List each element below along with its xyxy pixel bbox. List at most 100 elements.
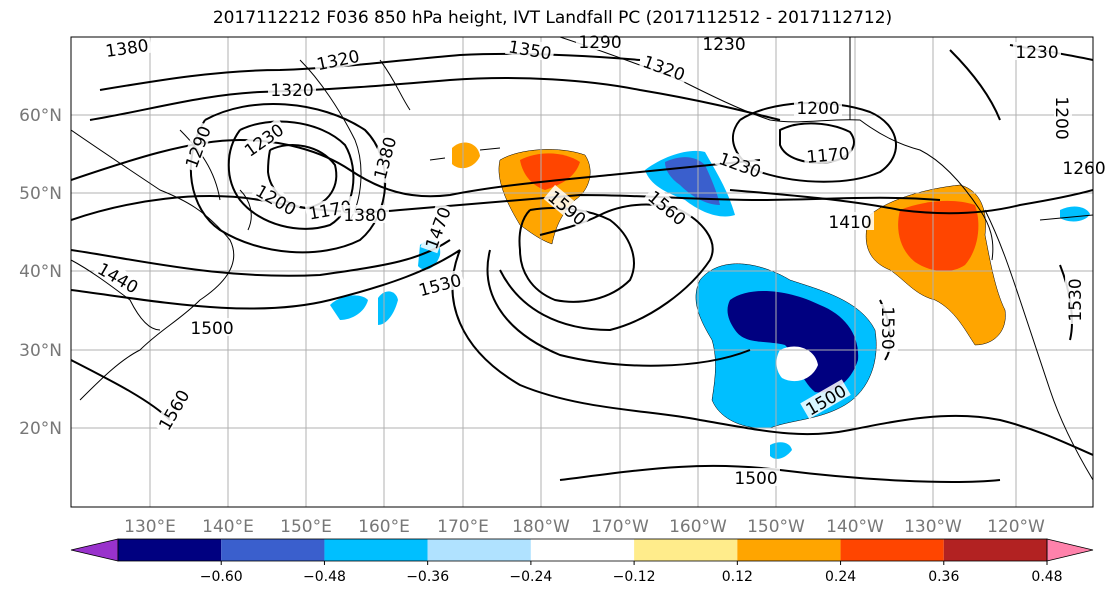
svg-text:1290: 1290	[182, 124, 216, 171]
longitude-label: 140°E	[202, 517, 254, 537]
svg-text:1230: 1230	[716, 149, 763, 183]
contour-low-west-2	[227, 120, 355, 230]
contour-label: 1200	[1051, 94, 1072, 142]
contour-label: 1320	[268, 80, 316, 101]
contour-label: 1530	[414, 269, 466, 302]
colorbar-tick-label: −0.60	[200, 569, 243, 585]
contour-low-west-3	[189, 102, 386, 254]
colorbar-swatch	[118, 539, 222, 561]
colorbar-swatch	[943, 539, 1047, 561]
colorbar-tick-label: 0.12	[722, 569, 753, 585]
svg-text:1380: 1380	[343, 206, 386, 226]
colorbar-swatch	[840, 539, 944, 561]
colorbar-swatch	[324, 539, 428, 561]
svg-text:1200: 1200	[1051, 96, 1071, 139]
ivt-shading	[330, 142, 1090, 459]
colorbar: −0.60 −0.48 −0.36 −0.24 −0.12 0.12 0.24 0.36 0.4…	[70, 538, 1094, 585]
svg-text:1200: 1200	[252, 181, 299, 220]
colorbar-swatch	[221, 539, 325, 561]
svg-text:1470: 1470	[422, 205, 456, 252]
longitude-label: 160°E	[358, 517, 410, 537]
graticule	[71, 37, 1093, 507]
svg-text:1260: 1260	[1062, 159, 1105, 179]
ivt-negative-core-central	[727, 290, 859, 393]
svg-text:1560: 1560	[155, 387, 194, 434]
contour-label: 1410	[826, 212, 874, 233]
contour-label: 1230	[1013, 42, 1061, 63]
contour-label: 1530	[877, 304, 898, 352]
colorbar-extend-max	[1046, 538, 1094, 562]
contour-label: 1230	[238, 118, 289, 161]
svg-text:1320: 1320	[315, 47, 361, 76]
contour-1590	[518, 207, 635, 303]
svg-text:1170: 1170	[806, 144, 851, 168]
longitude-label: 170°W	[591, 517, 649, 537]
svg-text:1530: 1530	[417, 271, 464, 302]
contour-label: 1350	[504, 35, 556, 65]
contour-label: 1380	[101, 34, 152, 62]
colorbar-tick-label: −0.24	[509, 569, 552, 585]
colorbar-tick-label: −0.36	[406, 569, 449, 585]
svg-text:1530: 1530	[877, 306, 897, 349]
longitude-label: 150°E	[280, 517, 332, 537]
colorbar-swatch	[737, 539, 841, 561]
coastline-asia	[71, 129, 252, 401]
latitude-label: 30°N	[19, 341, 62, 361]
contour-label: 1320	[638, 50, 690, 86]
ivt-negative-hole	[776, 346, 818, 382]
svg-text:1350: 1350	[507, 37, 553, 64]
longitude-label: 130°E	[124, 517, 176, 537]
svg-text:1230: 1230	[702, 35, 745, 55]
colorbar-tick-label: 0.36	[928, 569, 959, 585]
ivt-negative-small-5	[1060, 206, 1090, 222]
ivt-negative-small-4	[770, 442, 792, 459]
longitude-label: 120°W	[987, 517, 1045, 537]
svg-text:1200: 1200	[796, 99, 839, 119]
ivt-positive-core-west	[520, 153, 580, 190]
contour-label: 1380	[341, 205, 389, 226]
contour-1530	[71, 239, 751, 367]
coastline-namerica	[984, 209, 1093, 481]
latitude-label: 60°N	[19, 106, 62, 126]
longitude-label: 140°W	[826, 517, 884, 537]
contour-label: 1470	[420, 202, 456, 254]
contour-label: 1230	[700, 34, 748, 55]
svg-text:1440: 1440	[94, 259, 141, 298]
svg-text:1320: 1320	[640, 52, 687, 86]
ivt-positive-small	[452, 142, 480, 169]
svg-text:1320: 1320	[270, 81, 313, 101]
contour-label: 1260	[1060, 158, 1105, 179]
map-title: 2017112212 F036 850 hPa height, IVT Land…	[212, 8, 893, 28]
colorbar-tick-label: −0.48	[303, 569, 346, 585]
longitude-label: 160°W	[669, 517, 727, 537]
contour-label: 1200	[794, 98, 842, 119]
svg-text:1410: 1410	[828, 213, 871, 233]
coastlines	[71, 37, 1093, 481]
contour-label: 1320	[312, 45, 364, 76]
svg-text:1380: 1380	[104, 36, 150, 62]
colorbar-tick-label: 0.48	[1031, 569, 1062, 585]
svg-text:1500: 1500	[190, 319, 233, 339]
colorbar-swatch	[634, 539, 738, 561]
longitude-label: 180°W	[512, 517, 570, 537]
latitude-label: 50°N	[19, 184, 62, 204]
colorbar-swatch	[530, 539, 635, 561]
colorbar-extend-min	[70, 538, 119, 562]
latitude-label: 40°N	[19, 262, 62, 282]
contour-jet-1	[99, 52, 641, 91]
longitude-labels: 130°E 140°E 150°E 160°E 170°E 180°W 170°W 160°W…	[124, 517, 1045, 537]
coastline-kamchatka	[299, 59, 411, 221]
longitude-label: 170°E	[437, 517, 489, 537]
svg-text:1290: 1290	[578, 33, 621, 53]
contour-label: 1500	[188, 318, 236, 339]
longitude-label: 150°W	[747, 517, 805, 537]
ivt-positive-core-east	[898, 200, 979, 272]
contour-low-west-1	[266, 144, 338, 210]
contour-jet-2	[89, 77, 781, 121]
svg-text:1500: 1500	[734, 469, 777, 489]
colorbar-swatch	[427, 539, 531, 561]
contour-label: 1170	[803, 142, 853, 168]
contour-label: 1230	[714, 147, 766, 183]
contour-label: 1290	[576, 32, 624, 53]
